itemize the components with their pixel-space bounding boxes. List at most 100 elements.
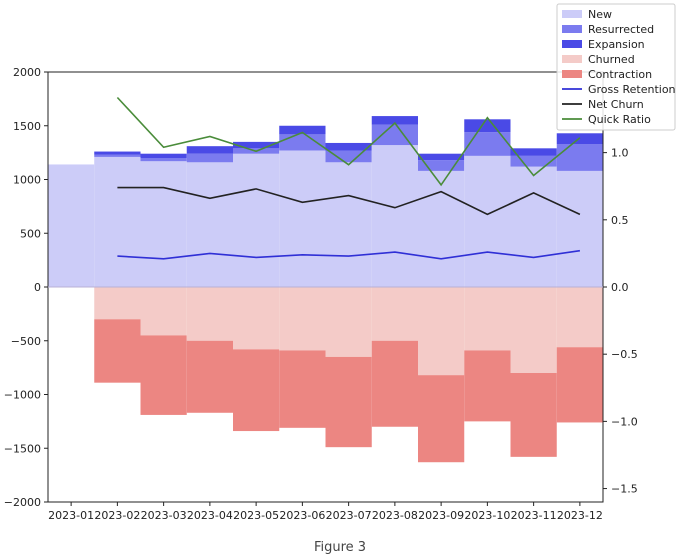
bar-expansion xyxy=(279,125,326,135)
bar-churned xyxy=(279,287,326,351)
line-gross-retention xyxy=(117,249,581,260)
bar-churned xyxy=(94,287,141,320)
bar-contraction xyxy=(325,356,372,448)
bar-expansion xyxy=(325,142,372,151)
bar-churned xyxy=(233,287,280,350)
x-tick-label: 2023-01 xyxy=(48,509,94,522)
bar-contraction xyxy=(94,319,141,383)
x-tick-label: 2023-07 xyxy=(326,509,372,522)
bar-new xyxy=(418,170,465,287)
y2-tick-label: 0.5 xyxy=(611,214,629,227)
x-tick-label: 2023-02 xyxy=(94,509,140,522)
x-tick-label: 2023-10 xyxy=(464,509,510,522)
bar-new xyxy=(94,156,141,287)
bar-contraction xyxy=(556,347,603,423)
bar-contraction xyxy=(140,335,187,415)
legend-swatch-expansion xyxy=(562,40,582,48)
bar-new xyxy=(140,161,187,287)
x-tick-label: 2023-03 xyxy=(141,509,187,522)
legend-label-new: New xyxy=(588,8,612,21)
bar-new xyxy=(371,145,418,287)
bar-contraction xyxy=(186,340,233,413)
bar-expansion xyxy=(140,153,187,158)
y2-tick-label: 1.0 xyxy=(611,147,629,160)
legend-label-resurrected: Resurrected xyxy=(588,23,654,36)
bar-resurrected xyxy=(418,160,465,171)
bar-contraction xyxy=(464,350,511,422)
legend-label-contraction: Contraction xyxy=(588,68,652,81)
y-tick-label: −2000 xyxy=(4,496,41,509)
bar-resurrected xyxy=(325,150,372,163)
y-tick-label: 1000 xyxy=(13,174,41,187)
y2-tick-label: −1.5 xyxy=(611,483,638,496)
y-tick-label: 2000 xyxy=(13,66,41,79)
legend-label-expansion: Expansion xyxy=(588,38,645,51)
bar-new xyxy=(325,162,372,287)
y-tick-label: 500 xyxy=(20,227,41,240)
legend-box xyxy=(556,3,676,131)
y-axis-left: 2000 1500 1000 500 0 −500 −1000 −1500 −2000 xyxy=(4,66,48,509)
bar-new xyxy=(233,153,280,287)
bar-expansion xyxy=(371,116,418,125)
bar-resurrected xyxy=(140,158,187,162)
bar-resurrected xyxy=(510,155,557,167)
legend-label-gross-retention: Gross Retention xyxy=(588,83,676,96)
bar-new xyxy=(279,150,326,287)
bar-contraction xyxy=(233,349,280,432)
bar-contraction xyxy=(510,373,557,457)
bar-churned xyxy=(556,287,603,348)
y-tick-label: 0 xyxy=(34,281,41,294)
bar-contraction xyxy=(279,350,326,428)
y-tick-label: 1500 xyxy=(13,120,41,133)
bar-expansion xyxy=(418,153,465,161)
x-tick-label: 2023-04 xyxy=(187,509,233,522)
y2-tick-label: 0.0 xyxy=(611,281,629,294)
bar-contraction xyxy=(371,340,418,427)
bar-new xyxy=(464,155,511,287)
legend-swatch-resurrected xyxy=(562,25,582,33)
bars-layer xyxy=(48,116,603,463)
bar-new xyxy=(510,166,557,287)
figure-caption: Figure 3 xyxy=(313,540,367,555)
x-tick-label: 2023-12 xyxy=(557,509,603,522)
legend-label-quick-ratio: Quick Ratio xyxy=(588,113,651,126)
bar-expansion xyxy=(233,141,280,149)
x-tick-label: 2023-08 xyxy=(372,509,418,522)
x-tick-label: 2023-05 xyxy=(233,509,279,522)
bar-new xyxy=(48,164,95,287)
bar-new xyxy=(556,170,603,287)
legend-swatch-churned xyxy=(562,55,582,63)
y2-tick-label: −0.5 xyxy=(611,348,638,361)
bar-resurrected xyxy=(464,132,511,156)
line-quick-ratio xyxy=(116,96,581,187)
bar-churned xyxy=(325,287,372,357)
bar-churned xyxy=(464,287,511,351)
bar-resurrected xyxy=(371,124,418,146)
bar-churned xyxy=(140,287,187,336)
legend-label-churned: Churned xyxy=(588,53,635,66)
legend-label-net-churn: Net Churn xyxy=(588,98,644,111)
legend: New Resurrected Expansion Churned Contractio… xyxy=(556,3,676,131)
x-tick-label: 2023-09 xyxy=(418,509,464,522)
bar-churned xyxy=(418,287,465,376)
bar-resurrected xyxy=(556,144,603,171)
bar-resurrected xyxy=(279,134,326,151)
bar-resurrected xyxy=(94,154,141,157)
line-net-churn xyxy=(117,186,581,216)
lines-layer xyxy=(116,96,581,260)
bar-expansion xyxy=(464,119,511,133)
bar-new xyxy=(186,162,233,287)
bar-expansion xyxy=(186,146,233,154)
y-tick-label: −500 xyxy=(11,335,41,348)
bar-churned xyxy=(510,287,557,373)
bar-contraction xyxy=(418,375,465,463)
y-axis-right: 1.0 0.5 0.0 −0.5 −1.0 −1.5 xyxy=(603,147,638,496)
y2-tick-label: −1.0 xyxy=(611,415,638,428)
bar-churned xyxy=(371,287,418,341)
legend-swatch-contraction xyxy=(562,70,582,78)
bar-expansion xyxy=(510,148,557,156)
x-tick-label: 2023-11 xyxy=(511,509,557,522)
bar-expansion xyxy=(94,151,141,155)
y-tick-label: −1000 xyxy=(4,389,41,402)
